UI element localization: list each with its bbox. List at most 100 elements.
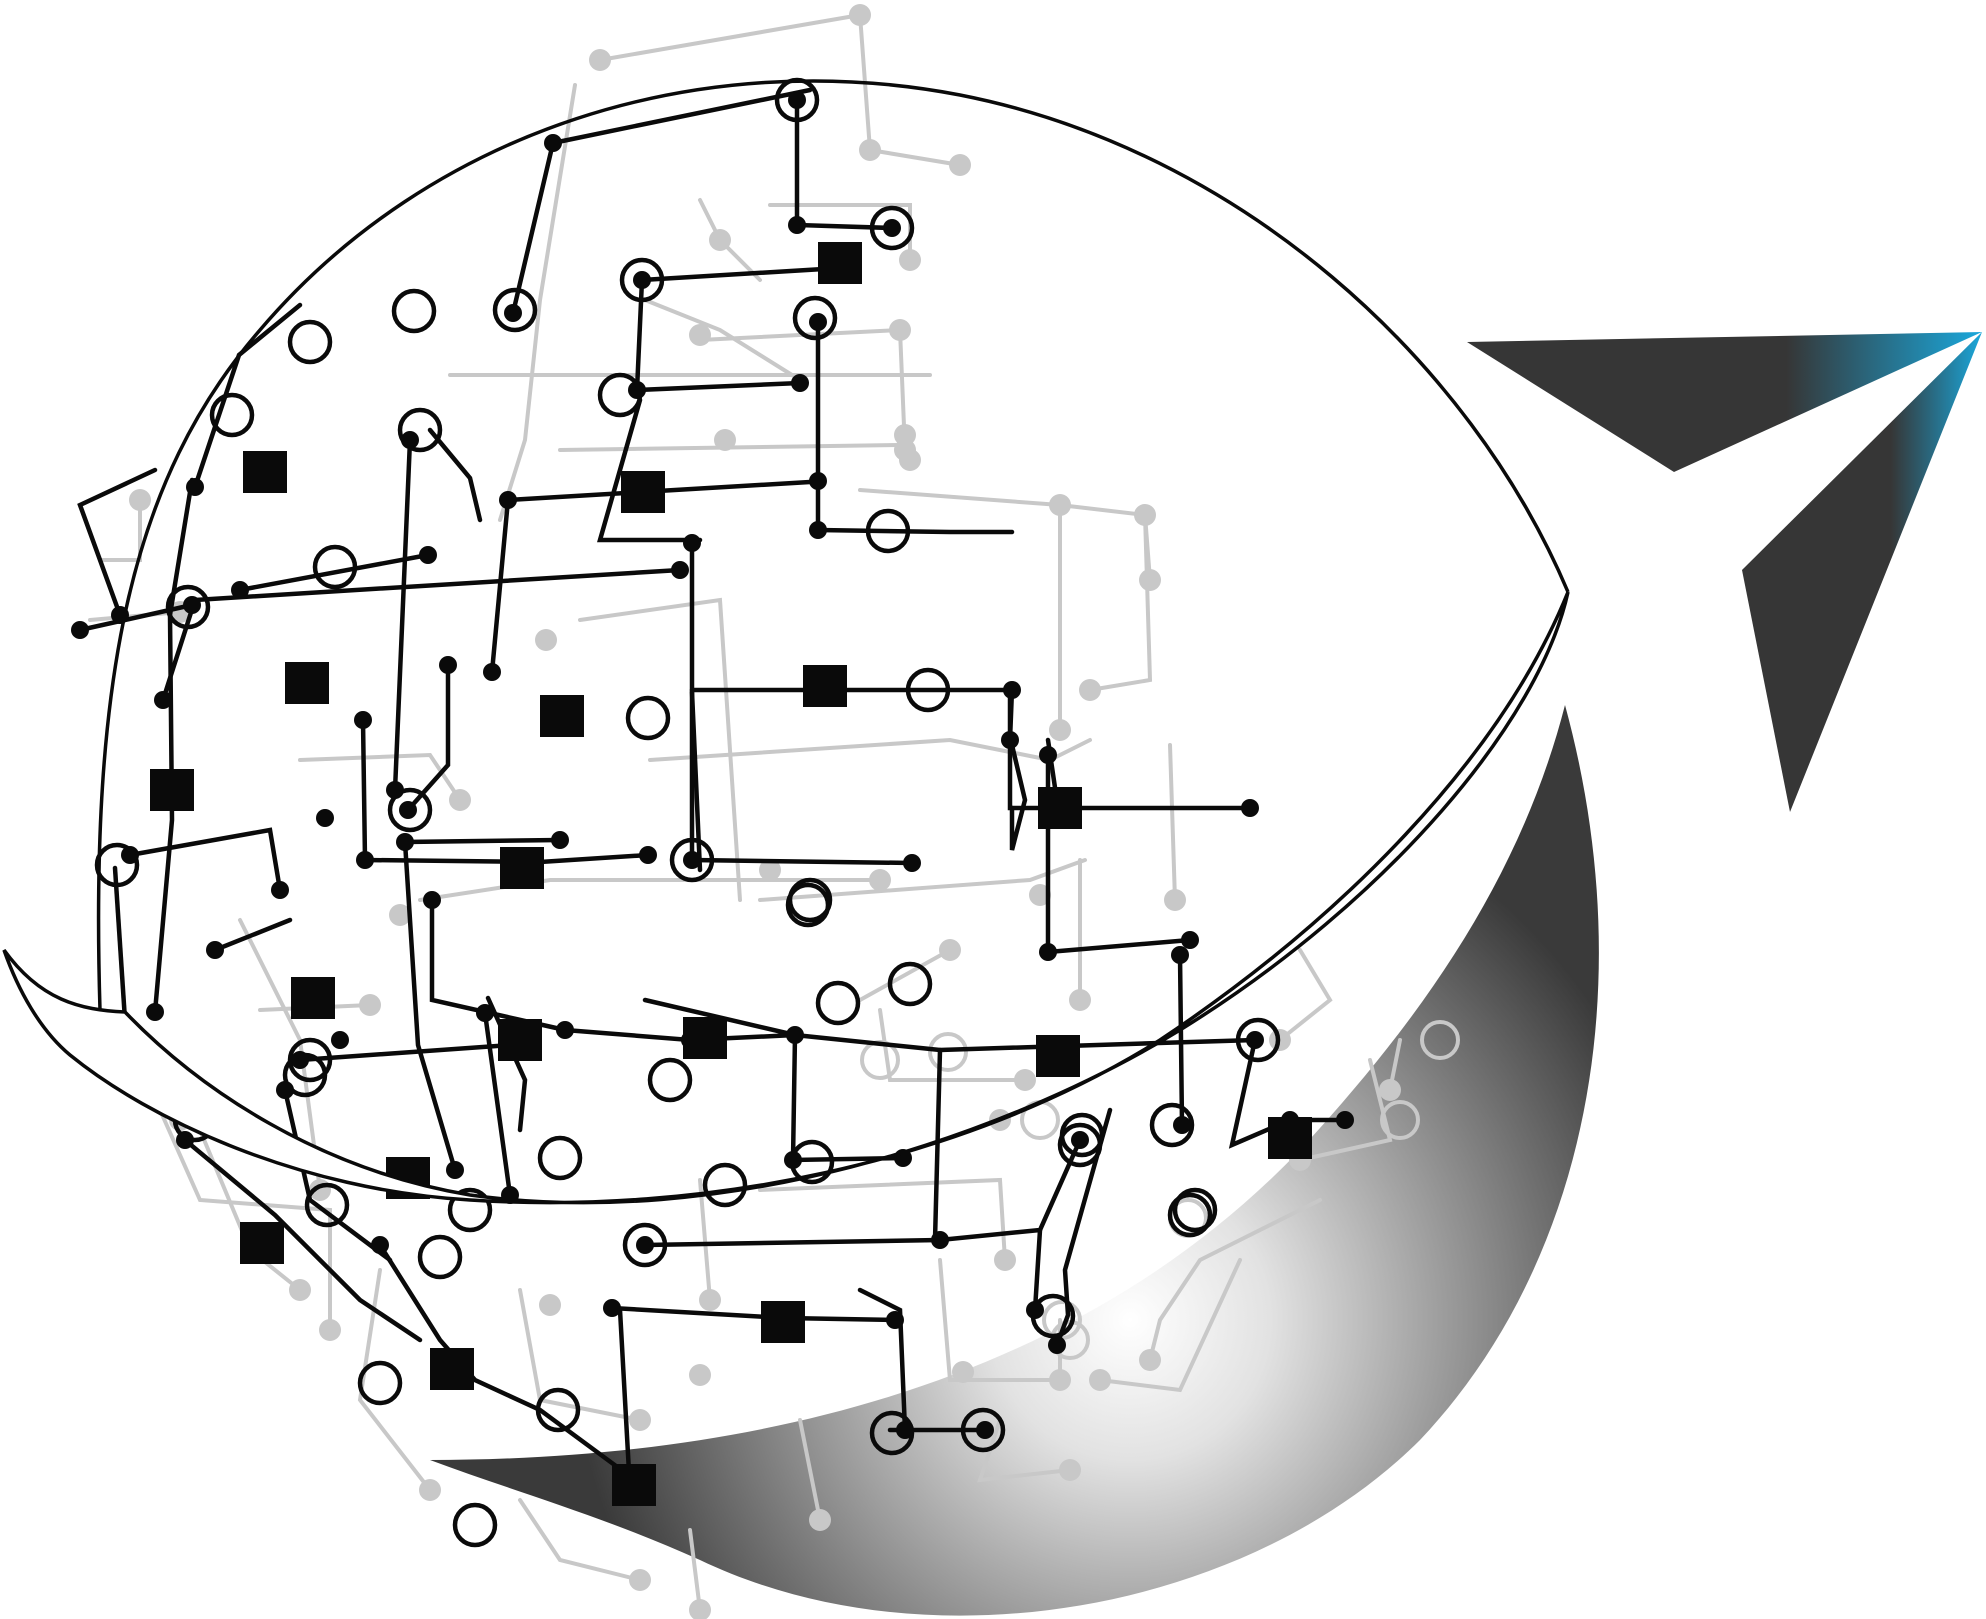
circuit-node-faint [589,49,611,71]
circuit-chip [291,977,335,1019]
circuit-trace [237,552,431,593]
circuit-trace [1177,952,1185,1128]
circuit-node-faint [1164,889,1186,911]
circuit-ring [452,1502,498,1548]
circuit-chip [683,1017,727,1059]
circuit-node [788,91,806,109]
circuit-node [1336,1111,1354,1129]
circuit-node [683,851,701,869]
circuit-trace [857,1287,908,1433]
circuit-node [419,546,437,564]
circuit-node [1039,943,1057,961]
circuit-trace-faint [498,83,577,522]
circuit-node-faint [389,904,411,926]
circuit-trace [489,497,511,675]
circuit-node-faint [809,1509,831,1531]
circuit-node [1171,946,1189,964]
circuit-chip [498,1019,542,1061]
circuit-ring [397,407,443,453]
circuit-node [551,831,569,849]
circuit-trace-faint [648,737,1092,763]
circuit-ring [535,1387,581,1433]
circuit-trace [402,837,563,1173]
circuit-node-faint [1029,884,1051,906]
circuit-ring [905,667,951,713]
circuit-ring [702,1162,748,1208]
circuit-trace-faint [698,1178,712,1302]
circuit-trace [562,1027,798,1043]
circuit-node-faint [449,789,471,811]
circuit-chip [243,451,287,493]
circuit-node [71,621,89,639]
circuit-node [976,1421,994,1439]
circuit-trace-faint [1098,1258,1242,1393]
circuit-ring [1235,1017,1281,1063]
circuit-ring [792,295,838,341]
circuit-chip [500,847,544,889]
circuit-ring [619,257,665,303]
circuit-trace [1054,1107,1113,1348]
circuit-node [1001,731,1019,749]
circuit-chip [803,665,847,707]
circuit-trace [392,437,413,793]
circuit-ring [391,288,437,334]
circuit-ring [625,695,671,741]
circuit-node-faint [939,939,961,961]
circuit-trace [1045,937,1193,955]
circuit-ring [869,205,915,251]
circuit-node-faint [689,1599,711,1619]
circuit-node [683,534,701,552]
circuit-node-faint [1379,1079,1401,1101]
circuit-node [556,1021,574,1039]
circuit-node [809,313,827,331]
circuit-node [1173,1116,1191,1134]
circuit-node-faint [1059,1459,1081,1481]
circuit-trace [689,687,1015,743]
circuit-ring-faint [1420,1020,1460,1060]
circuit-node-faint [1079,679,1101,701]
circuit-node [371,1236,389,1254]
circuit-trace-faint [238,918,322,1192]
circuit-trace [77,467,158,618]
circuit-ring [647,1057,693,1103]
circuit-ring [960,1407,1006,1453]
circuit-node-faint [889,319,911,341]
circuit-ring [1167,1192,1213,1238]
circuit-ring [312,544,358,590]
circuit-node-faint [759,859,781,881]
circuit-node-faint [899,249,921,271]
circuit-ring [387,787,433,833]
circuit-trace-faint [1088,513,1153,692]
circuit-ring [1030,1293,1076,1339]
circuit-chip [150,769,194,811]
circuit-trace-faint [688,1528,702,1612]
circuit-node [886,1311,904,1329]
circuit-ring [287,1037,333,1083]
circuit-chip [540,695,584,737]
circuit-ring [287,319,333,365]
circuit-node-faint [629,1409,651,1431]
circuit-ring [887,961,933,1007]
circuit-trace [377,1242,638,1483]
circuit-trace [182,1137,423,1343]
circuit-trace [429,897,568,1033]
circuit-node [931,1231,949,1249]
circuit-ring [869,1410,915,1456]
circuit-node-faint [1134,504,1156,526]
circuit-node-faint [1089,1369,1111,1391]
circuit-trace [360,717,368,863]
circuit-node [331,1031,349,1049]
circuit-node-faint [539,1294,561,1316]
circuit-node [146,1003,164,1021]
circuit-node-faint [952,1361,974,1383]
circuit-ring-faint [860,1040,900,1080]
circuit-node-faint [894,424,916,446]
circuit-trace [212,917,293,953]
circuit-chip [1268,1117,1312,1159]
circuit-trace [932,1047,943,1243]
circuit-ring-faint [928,1032,968,1072]
circuit-node [154,691,172,709]
circuit-ring [597,372,643,418]
circuit-trace [77,602,195,633]
circuit-trace [815,527,1015,535]
